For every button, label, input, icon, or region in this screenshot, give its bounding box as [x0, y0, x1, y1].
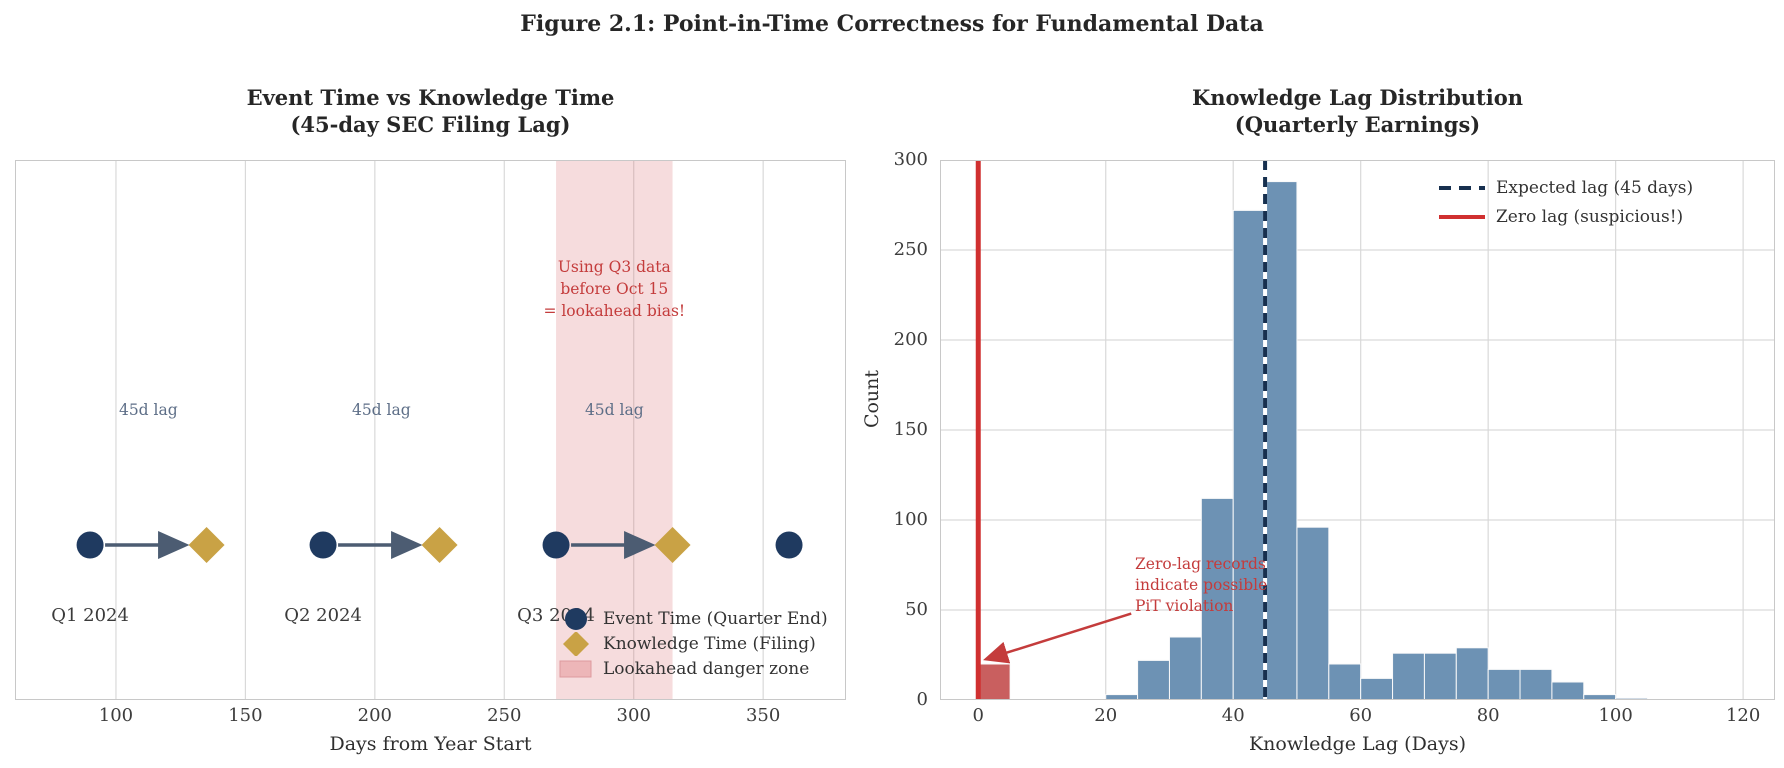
histogram-bar-50-55	[1296, 526, 1330, 700]
right-xtick-100: 100	[1598, 705, 1633, 726]
diamond-legend-icon	[563, 631, 589, 656]
histogram-bar-75-80	[1455, 647, 1489, 700]
lag-label-2: 45d lag	[351, 401, 411, 419]
histogram-bar-30-35	[1168, 636, 1202, 700]
legend-label: Event Time (Quarter End)	[603, 608, 828, 629]
legend-item-2: Knowledge Time (Filing)	[558, 631, 828, 656]
histogram-bar-65-70	[1392, 652, 1425, 700]
circle-marker-icon	[565, 607, 587, 630]
right-xtick-40: 40	[1221, 705, 1245, 726]
circle-legend-icon	[565, 607, 587, 630]
histogram-bar-45-50	[1264, 181, 1298, 700]
left-chart-title-line1: Event Time vs Knowledge Time	[246, 85, 615, 110]
left-xtick-350: 350	[745, 705, 781, 726]
event-time-marker-1	[76, 531, 104, 559]
solid-line-legend-icon	[1439, 214, 1485, 219]
knowledge-time-marker-2	[421, 527, 458, 564]
event-time-marker-2	[309, 531, 337, 559]
histogram-bar-85-90	[1519, 668, 1553, 700]
event-time-marker-4	[775, 531, 803, 559]
left-xtick-150: 150	[228, 705, 263, 726]
legend-item-2: Zero lag (suspicious!)	[1437, 202, 1693, 231]
event-vs-knowledge-plot-area	[15, 160, 846, 700]
right-ytick-250: 250	[893, 239, 928, 260]
right-ytick-150: 150	[893, 419, 928, 440]
right-ytick-50: 50	[905, 599, 928, 620]
right-chart-title-line1: Knowledge Lag Distribution	[1191, 85, 1523, 110]
right-xtick-20: 20	[1094, 705, 1118, 726]
histogram-bar-35-40	[1200, 497, 1234, 700]
legend-item-1: Expected lag (45 days)	[1437, 173, 1693, 202]
legend-item-1: Event Time (Quarter End)	[558, 606, 828, 631]
left-chart-title-line2: (45-day SEC Filing Lag)	[290, 112, 571, 137]
knowledge-lag-histogram-plot-area	[940, 160, 1775, 700]
right-ytick-100: 100	[893, 509, 928, 530]
left-xtick-200: 200	[357, 705, 393, 726]
histogram-bar-70-75	[1423, 652, 1457, 700]
right-ytick-300: 300	[893, 149, 928, 170]
histogram-bar-80-85	[1487, 668, 1521, 700]
left-plot-border	[15, 160, 846, 700]
quarter-label-q2-2024: Q2 2024	[284, 605, 362, 626]
quarter-label-q1-2024: Q1 2024	[51, 605, 129, 626]
legend-label: Expected lag (45 days)	[1496, 177, 1694, 198]
histogram-bar-25-30	[1137, 659, 1170, 700]
lag-label-3: 45d lag	[584, 401, 644, 419]
lookahead-bias-annotation: Using Q3 data before Oct 15 = lookahead …	[543, 258, 686, 320]
legend-label: Knowledge Time (Filing)	[603, 633, 816, 654]
legend-item-3: Lookahead danger zone	[558, 656, 828, 681]
pit-violation-arrow	[983, 612, 1132, 664]
right-ytick-200: 200	[893, 329, 928, 350]
histogram-bar-55-60	[1328, 663, 1362, 700]
histogram-bar-90-95	[1551, 681, 1585, 700]
knowledge-time-marker-3	[654, 527, 691, 564]
dashed-line-legend-icon	[1439, 185, 1485, 190]
left-x-axis-label: Days from Year Start	[329, 733, 532, 755]
histogram-bar-40-45	[1232, 209, 1266, 700]
right-xtick-120: 120	[1725, 705, 1761, 726]
right-plot-border	[940, 160, 1775, 700]
right-chart-title: Knowledge Lag Distribution (Quarterly Ea…	[940, 84, 1775, 138]
diamond-marker-icon	[563, 631, 589, 656]
knowledge-time-marker-1	[188, 527, 225, 564]
histogram-bar-60-65	[1360, 677, 1394, 700]
legend-label: Zero lag (suspicious!)	[1496, 206, 1684, 227]
patch-marker-icon	[559, 660, 592, 677]
right-y-axis-label: Count	[861, 369, 883, 429]
right-chart-title-line2: (Quarterly Earnings)	[1234, 112, 1481, 137]
right-xtick-60: 60	[1349, 705, 1373, 726]
legend-label: Lookahead danger zone	[603, 658, 810, 679]
lag-label-1: 45d lag	[118, 401, 178, 419]
left-chart-title: Event Time vs Knowledge Time (45-day SEC…	[15, 84, 846, 138]
zero-lag-bar	[977, 663, 1011, 700]
right-xtick-80: 80	[1476, 705, 1500, 726]
pit-violation-annotation: Zero-lag records indicate possible PiT v…	[1135, 555, 1268, 615]
right-chart-legend: Expected lag (45 days) Zero lag (suspicio…	[1437, 173, 1693, 231]
right-ytick-0: 0	[916, 689, 928, 710]
figure-title: Figure 2.1: Point-in-Time Correctness fo…	[520, 11, 1264, 37]
right-xtick-0: 0	[972, 705, 984, 726]
left-xtick-100: 100	[98, 705, 134, 726]
left-xtick-300: 300	[616, 705, 651, 726]
patch-legend-icon	[559, 660, 592, 677]
event-time-marker-3	[542, 531, 570, 559]
left-xtick-250: 250	[487, 705, 522, 726]
left-chart-legend: Event Time (Quarter End) Knowledge Time (…	[558, 606, 828, 681]
right-x-axis-label: Knowledge Lag (Days)	[1248, 733, 1467, 755]
